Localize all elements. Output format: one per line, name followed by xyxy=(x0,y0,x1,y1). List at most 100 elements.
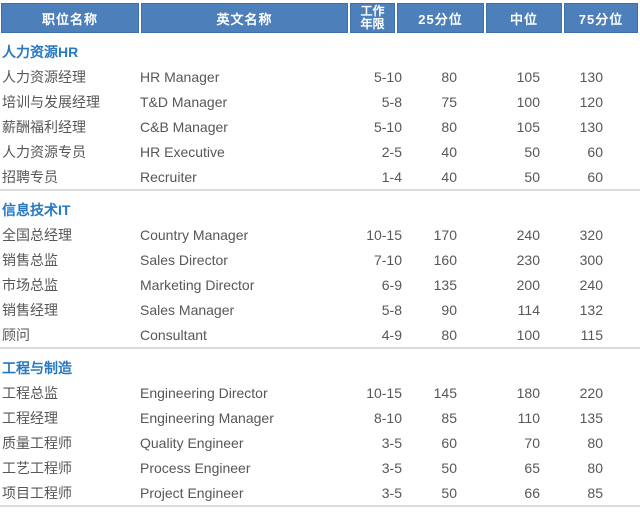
section-hr: 人力资源HR 人力资源经理 HR Manager 5-10 80 105 130… xyxy=(0,33,640,191)
cell-position-en: T&D Manager xyxy=(140,93,228,110)
col-header-position-cn: 职位名称 xyxy=(1,3,139,33)
table-row: 全国总经理 Country Manager 10-15 170 240 320 xyxy=(0,222,640,247)
cell-p25: 80 xyxy=(441,326,457,343)
cell-position-cn: 项目工程师 xyxy=(2,484,72,501)
cell-position-cn: 销售经理 xyxy=(2,301,58,318)
cell-years: 1-4 xyxy=(381,168,402,185)
cell-p75: 80 xyxy=(587,459,603,476)
cell-years: 8-10 xyxy=(373,409,402,426)
col-header-work-years-line2: 年限 xyxy=(360,17,385,31)
cell-p75: 120 xyxy=(579,93,603,110)
cell-median: 230 xyxy=(516,251,540,268)
cell-p25: 135 xyxy=(433,276,457,293)
cell-position-en: Project Engineer xyxy=(140,484,244,501)
cell-position-en: HR Manager xyxy=(140,68,220,85)
cell-years: 3-5 xyxy=(381,459,402,476)
table-row: 销售经理 Sales Manager 5-8 90 114 132 xyxy=(0,297,640,322)
cell-position-cn: 薪酬福利经理 xyxy=(2,118,86,135)
section-engineering: 工程与制造 工程总监 Engineering Director 10-15 14… xyxy=(0,349,640,507)
cell-p25: 80 xyxy=(441,68,457,85)
cell-p75: 115 xyxy=(580,326,603,343)
cell-position-en: Marketing Director xyxy=(140,276,255,293)
cell-p75: 240 xyxy=(579,276,603,293)
col-header-work-years-line1: 工作 xyxy=(360,4,385,18)
cell-position-cn: 销售总监 xyxy=(2,251,58,268)
cell-years: 5-8 xyxy=(381,301,402,318)
cell-p75: 80 xyxy=(587,434,603,451)
table-row: 人力资源经理 HR Manager 5-10 80 105 130 xyxy=(0,64,640,89)
cell-p25: 50 xyxy=(441,459,457,476)
cell-years: 5-10 xyxy=(373,118,402,135)
cell-position-en: Country Manager xyxy=(140,226,249,243)
cell-years: 6-9 xyxy=(381,276,402,293)
cell-years: 3-5 xyxy=(381,484,402,501)
table-row: 项目工程师 Project Engineer 3-5 50 66 85 xyxy=(0,480,640,505)
table-row: 薪酬福利经理 C&B Manager 5-10 80 105 130 xyxy=(0,114,640,139)
cell-position-en: Consultant xyxy=(140,326,207,343)
table-row: 人力资源专员 HR Executive 2-5 40 50 60 xyxy=(0,139,640,164)
cell-p75: 130 xyxy=(579,118,603,135)
cell-p25: 170 xyxy=(433,226,457,243)
table-row: 工程总监 Engineering Director 10-15 145 180 … xyxy=(0,380,640,405)
cell-position-en: Engineering Manager xyxy=(140,409,274,426)
cell-years: 2-5 xyxy=(381,143,402,160)
table-row: 工程经理 Engineering Manager 8-10 85 110 135 xyxy=(0,405,640,430)
cell-position-cn: 培训与发展经理 xyxy=(2,93,100,110)
cell-position-cn: 人力资源专员 xyxy=(2,143,86,160)
cell-position-en: Sales Manager xyxy=(140,301,235,318)
section-title-engineering: 工程与制造 xyxy=(2,360,72,376)
cell-position-cn: 招聘专员 xyxy=(2,168,58,185)
cell-position-en: Engineering Director xyxy=(140,384,268,401)
cell-p25: 50 xyxy=(441,484,457,501)
cell-median: 200 xyxy=(516,276,540,293)
cell-position-en: HR Executive xyxy=(140,143,225,160)
cell-median: 50 xyxy=(524,143,540,160)
cell-median: 110 xyxy=(517,409,540,426)
cell-position-en: Recruiter xyxy=(140,168,197,185)
cell-median: 50 xyxy=(524,168,540,185)
table-row: 销售总监 Sales Director 7-10 160 230 300 xyxy=(0,247,640,272)
cell-position-cn: 人力资源经理 xyxy=(2,68,86,85)
table-row: 工艺工程师 Process Engineer 3-5 50 65 80 xyxy=(0,455,640,480)
cell-median: 100 xyxy=(516,326,540,343)
cell-median: 66 xyxy=(524,484,540,501)
table-row: 顾问 Consultant 4-9 80 100 115 xyxy=(0,322,640,347)
table-header-row: 职位名称 英文名称 工作 年限 25分位 中位 75分位 xyxy=(1,3,639,33)
cell-median: 240 xyxy=(516,226,540,243)
col-header-p75: 75分位 xyxy=(564,3,638,33)
cell-p25: 90 xyxy=(441,301,457,318)
cell-position-cn: 市场总监 xyxy=(2,276,58,293)
cell-years: 10-15 xyxy=(366,226,402,243)
cell-median: 105 xyxy=(516,68,540,85)
cell-p25: 40 xyxy=(441,143,457,160)
table-row: 市场总监 Marketing Director 6-9 135 200 240 xyxy=(0,272,640,297)
cell-median: 65 xyxy=(524,459,540,476)
cell-p25: 60 xyxy=(441,434,457,451)
cell-p75: 85 xyxy=(587,484,603,501)
cell-p75: 60 xyxy=(587,143,603,160)
cell-years: 5-8 xyxy=(381,93,402,110)
cell-median: 114 xyxy=(517,301,540,318)
cell-position-cn: 全国总经理 xyxy=(2,226,72,243)
cell-position-en: C&B Manager xyxy=(140,118,228,135)
cell-years: 3-5 xyxy=(381,434,402,451)
cell-position-cn: 工程总监 xyxy=(2,384,58,401)
cell-p75: 220 xyxy=(579,384,603,401)
cell-p75: 130 xyxy=(579,68,603,85)
cell-median: 100 xyxy=(516,93,540,110)
table-row: 招聘专员 Recruiter 1-4 40 50 60 xyxy=(0,164,640,189)
table-row: 培训与发展经理 T&D Manager 5-8 75 100 120 xyxy=(0,89,640,114)
cell-p25: 85 xyxy=(441,409,457,426)
col-header-p25: 25分位 xyxy=(397,3,484,33)
cell-p25: 145 xyxy=(433,384,457,401)
cell-p75: 135 xyxy=(579,409,603,426)
cell-position-en: Process Engineer xyxy=(140,459,251,476)
cell-p25: 75 xyxy=(441,93,457,110)
section-title-hr: 人力资源HR xyxy=(2,44,79,60)
cell-position-cn: 质量工程师 xyxy=(2,434,72,451)
cell-p75: 300 xyxy=(579,251,603,268)
col-header-position-en: 英文名称 xyxy=(141,3,348,33)
cell-years: 10-15 xyxy=(366,384,402,401)
cell-median: 105 xyxy=(516,118,540,135)
